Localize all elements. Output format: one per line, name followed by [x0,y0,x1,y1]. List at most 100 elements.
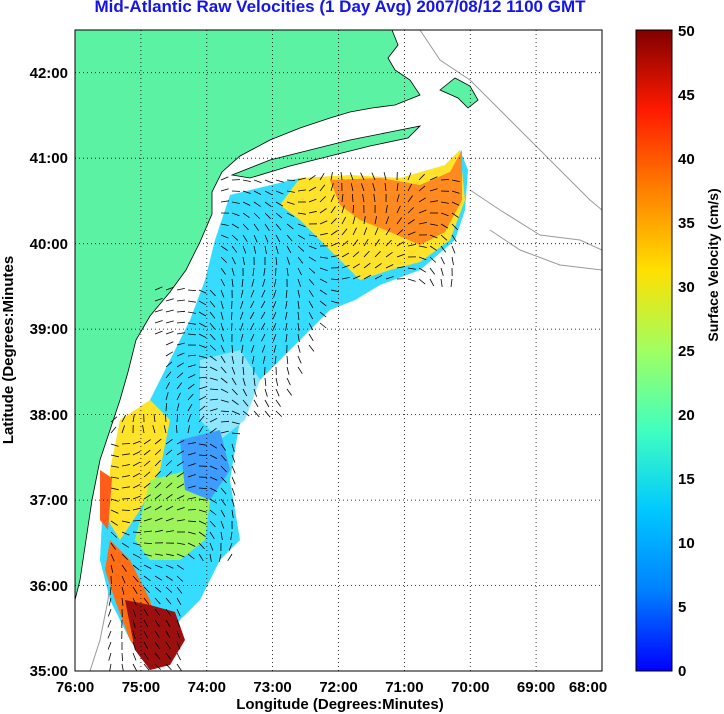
velocity-arrow [272,333,277,342]
velocity-arrow [187,474,196,478]
velocity-arrow [261,333,266,342]
velocity-arrow [264,234,269,243]
velocity-arrow [165,309,174,313]
velocity-arrow [176,310,186,313]
velocity-arrow [209,311,216,319]
velocity-arrow [107,619,112,628]
velocity-arrow [121,575,126,584]
velocity-arrow [176,507,185,511]
velocity-arrow [176,542,185,545]
velocity-arrow [220,355,226,364]
velocity-arrow [385,251,393,258]
velocity-arrow [330,300,339,304]
velocity-arrow [176,495,185,500]
x-tick-label: 71:00 [385,679,423,696]
velocity-arrow [385,227,391,236]
velocity-arrow [143,564,152,569]
velocity-arrow [385,264,394,269]
velocity-arrow [253,377,256,386]
velocity-arrow [143,597,150,605]
velocity-arrow [143,663,150,671]
velocity-arrow [385,205,388,214]
velocity-arrow [209,520,216,528]
velocity-arrow [407,267,416,270]
velocity-arrow [176,586,183,594]
velocity-arrow [360,172,365,181]
velocity-arrow [374,227,379,236]
velocity-arrow [220,509,226,518]
velocity-arrow [154,298,163,302]
velocity-arrow [371,172,376,181]
colorbar-tick-label: 35 [678,215,695,232]
x-tick-labels: 76:00 75:00 74:00 73:00 72:00 71:00 70:0… [56,679,607,696]
velocity-arrow [154,619,160,627]
velocity-arrow [220,465,227,473]
velocity-arrow [198,366,208,368]
velocity-arrow [165,505,174,511]
velocity-arrow [220,200,229,203]
velocity-arrow [187,311,196,314]
velocity-arrow [429,176,438,181]
velocity-arrow [275,223,282,231]
velocity-arrow [231,509,234,518]
velocity-arrow [297,366,303,374]
velocity-arrow [341,228,348,236]
velocity-arrow [418,256,427,261]
velocity-arrow [198,425,204,434]
x-axis-label: Longitude (Degrees:Minutes) [236,696,444,713]
velocity-arrow [176,413,178,423]
velocity-arrow [451,201,460,206]
velocity-arrow [220,344,225,353]
velocity-arrow [209,344,217,351]
velocity-arrow [250,333,255,342]
velocity-arrow [251,344,255,353]
velocity-arrow [110,476,119,479]
velocity-arrow [132,542,141,546]
velocity-arrow [308,267,316,274]
velocity-arrow [165,575,173,581]
velocity-arrow [227,553,233,562]
velocity-arrow [319,322,327,329]
velocity-arrow [264,388,268,397]
velocity-arrow [107,641,112,650]
velocity-arrow [110,443,119,447]
velocity-arrow [297,256,304,264]
velocity-arrow [187,531,196,535]
velocity-arrow [209,553,212,562]
velocity-arrow [220,267,226,275]
velocity-arrow [165,351,174,357]
velocity-arrow [198,386,207,390]
velocity-arrow [253,223,259,231]
velocity-arrow [143,471,151,478]
velocity-arrow [209,498,218,504]
velocity-arrow [286,212,295,218]
velocity-arrow [209,289,216,297]
velocity-arrow [418,245,427,248]
velocity-arrow [198,487,208,489]
velocity-arrow [429,267,436,275]
y-tick-label: 36:00 [30,578,68,595]
velocity-arrow [261,289,266,298]
velocity-arrow [285,333,288,342]
velocity-arrow [132,484,141,489]
velocity-arrow [330,172,333,181]
velocity-arrow [253,245,257,254]
velocity-arrow [198,333,207,338]
velocity-arrow [220,377,228,384]
velocity-arrow [273,289,277,298]
velocity-arrow [165,586,173,593]
velocity-arrow [154,575,163,581]
velocity-arrow [132,652,137,661]
velocity-arrow [451,256,454,265]
velocity-arrow [330,289,339,293]
velocity-arrow [165,320,174,324]
velocity-arrow [286,388,293,396]
velocity-arrow [242,223,249,231]
velocity-arrow [319,232,328,236]
velocity-arrow [165,641,171,650]
colorbar-tick-label: 45 [678,87,695,104]
velocity-arrow [407,244,416,247]
velocity-arrow [220,410,230,413]
velocity-arrow [143,439,151,445]
velocity-arrow [363,250,370,258]
